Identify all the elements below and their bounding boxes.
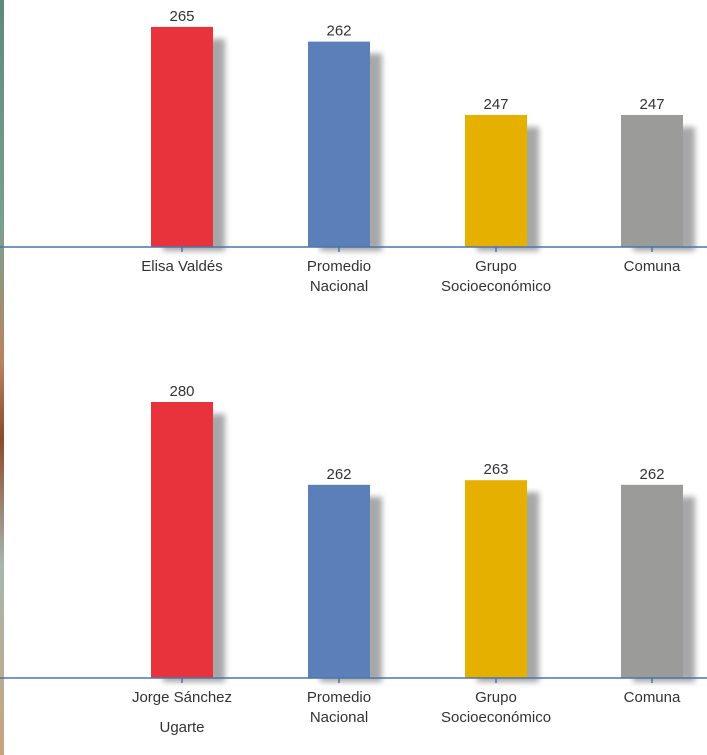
data-label: 262 <box>326 466 351 483</box>
data-label: 262 <box>639 466 664 483</box>
x-tick-label: Comuna <box>624 258 681 275</box>
chart-bottom: 280 Jorge Sánchez Ugarte 262 Promedio Naciona… <box>0 383 707 736</box>
data-label: 263 <box>483 461 508 478</box>
x-tick-label: Grupo <box>475 258 517 275</box>
bar <box>621 114 683 247</box>
bar <box>621 484 683 678</box>
chart-top: 265 Elisa Valdés 262 Promedio Nacional 247 Gru… <box>0 8 707 295</box>
bar <box>308 484 370 678</box>
x-tick-label: Nacional <box>310 709 368 726</box>
data-label: 247 <box>483 96 508 113</box>
x-tick-label: Comuna <box>624 689 681 706</box>
bar <box>465 480 527 678</box>
x-tick-label: Ugarte <box>159 719 204 736</box>
x-tick-label: Promedio <box>307 689 371 706</box>
left-edge-decoration <box>0 0 4 755</box>
data-label: 247 <box>639 96 664 113</box>
bar <box>151 402 213 678</box>
bar <box>151 26 213 248</box>
data-label: 265 <box>169 8 194 25</box>
x-tick-label: Grupo <box>475 689 517 706</box>
data-label: 280 <box>169 383 194 400</box>
x-tick-label: Elisa Valdés <box>141 258 222 275</box>
bar <box>465 114 527 247</box>
x-tick-label: Socioeconómico <box>441 709 551 726</box>
x-tick-label: Jorge Sánchez <box>132 689 232 706</box>
x-tick-label: Nacional <box>310 278 368 295</box>
x-tick-label: Promedio <box>307 258 371 275</box>
bar <box>308 41 370 248</box>
x-tick-label: Socioeconómico <box>441 278 551 295</box>
data-label: 262 <box>326 23 351 40</box>
